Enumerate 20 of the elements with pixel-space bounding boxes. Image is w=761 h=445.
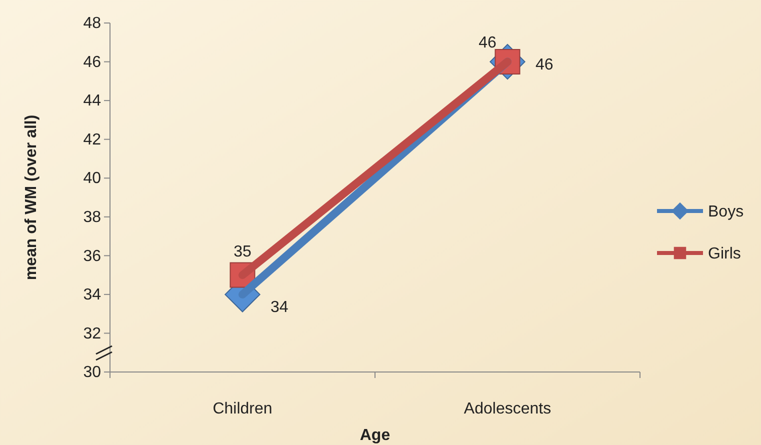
y-axis-title: mean of WM (over all) (23, 114, 40, 280)
y-tick-label: 44 (83, 92, 102, 110)
legend-label: Boys (708, 204, 744, 221)
y-tick-label: 38 (83, 209, 102, 226)
y-tick-label: 34 (83, 286, 102, 304)
y-tick-label: 46 (83, 54, 102, 71)
y-tick-label: 40 (83, 170, 102, 188)
y-tick-label: 32 (83, 325, 102, 342)
y-tick-label: 36 (83, 248, 102, 265)
y-tick-label: 30 (83, 364, 102, 382)
x-tick-label: Adolescents (464, 400, 552, 418)
y-tick-label: 42 (83, 131, 102, 148)
data-label: 34 (270, 299, 288, 316)
y-tick-label: 48 (83, 15, 102, 32)
legend-label: Girls (708, 246, 741, 263)
x-tick-label: Children (212, 400, 272, 418)
data-label: 46 (478, 34, 496, 52)
data-label: 35 (234, 244, 252, 261)
data-label: 46 (536, 56, 554, 74)
x-axis-title: Age (360, 427, 390, 444)
